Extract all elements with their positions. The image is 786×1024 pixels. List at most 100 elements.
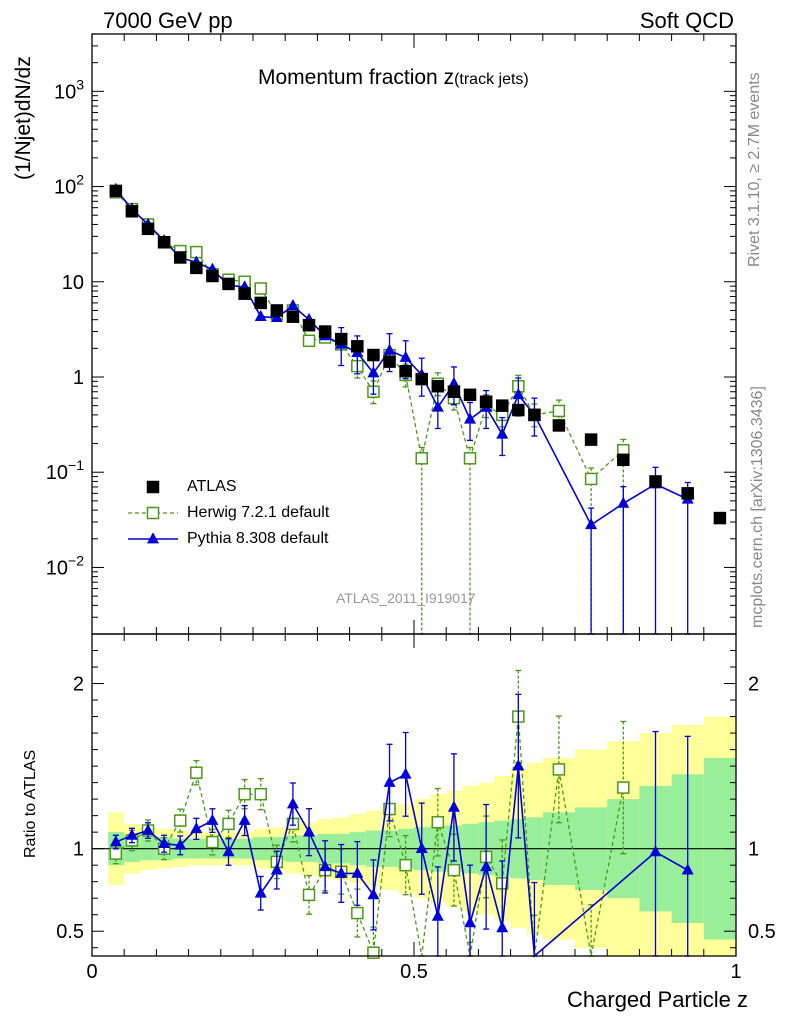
pythia-ratio-point [270, 863, 283, 875]
pythia-point [512, 388, 525, 400]
atlas-point [254, 296, 267, 310]
pythia-ratio-point [125, 828, 138, 840]
herwig-ratio-point [617, 781, 630, 794]
herwig-ratio-point [302, 888, 316, 902]
atlas-point [495, 399, 509, 412]
herwig-point [254, 282, 267, 295]
atlas-point [318, 325, 332, 338]
atlas-point [206, 269, 219, 283]
atlas-point [270, 304, 284, 317]
pythia-point [254, 309, 267, 321]
pythia-ratio-point [319, 860, 332, 872]
atlas-point [415, 372, 428, 386]
herwig-ratio-point [222, 817, 235, 831]
pythia-ratio-point [367, 888, 380, 900]
herwig-ratio-point [254, 787, 267, 801]
pythia-ratio-point [254, 886, 267, 898]
ratio-y-tick-label-right: 2 [748, 674, 759, 696]
herwig-ratio-point [190, 766, 203, 779]
herwig-point [463, 452, 477, 465]
legend [128, 480, 178, 544]
atlas-point [302, 318, 316, 332]
ratio-y-tick-label-right: 0.5 [748, 921, 776, 943]
herwig-ratio-point [351, 906, 364, 920]
atlas-point [238, 287, 251, 300]
chart-title-text: Momentum fraction [258, 66, 438, 89]
atlas-point [334, 332, 348, 346]
pythia-ratio-point [190, 822, 203, 834]
herwig-ratio-point [447, 863, 461, 877]
atlas-point [617, 453, 630, 467]
pythia-ratio-point [415, 841, 428, 853]
herwig-ratio-point [109, 847, 123, 860]
atlas-point [463, 388, 477, 402]
pythia-point [447, 376, 460, 389]
herwig-ratio-point [399, 858, 412, 872]
pythia-point [617, 496, 630, 508]
pythia-point [585, 518, 598, 530]
analysis-watermark: ATLAS_2011_I919017 [336, 590, 476, 606]
pythia-ratio-point [222, 845, 235, 857]
legend-atlas-marker [146, 480, 160, 494]
pythia-ratio-point [351, 866, 364, 878]
ratio-y-tick-label: 0.5 [56, 921, 84, 943]
chart-title-sub: (track jets) [454, 71, 529, 88]
legend-atlas-label: ATLAS [187, 478, 237, 495]
x-tick-label: 0.5 [400, 961, 428, 983]
ratio-y-tick-label: 2 [73, 674, 84, 696]
legend-pythia-label: Pythia 8.308 default [187, 530, 329, 547]
herwig-point [415, 452, 428, 465]
main-panel-marks [109, 182, 727, 635]
pythia-ratio-point [447, 800, 460, 812]
pythia-ratio-point [681, 863, 694, 875]
pythia-line [115, 189, 689, 527]
atlas-point [528, 408, 541, 422]
main-y-axis-label: (1/Njet)dN/dz [12, 56, 35, 180]
pythia-ratio-point [399, 767, 412, 779]
pythia-ratio-point [158, 836, 171, 849]
chart-title-var: z [443, 66, 455, 89]
atlas-point [286, 310, 300, 323]
legend-herwig-label: Herwig 7.2.1 default [187, 504, 330, 521]
mcplots-source-label: mcplots.cern.ch [arXiv:1306.3436] [749, 386, 766, 628]
pythia-point [383, 343, 396, 355]
pythia-ratio-point [496, 921, 509, 933]
atlas-point [584, 433, 598, 446]
pythia-ratio-point [464, 916, 477, 928]
herwig-ratio-point [552, 763, 566, 776]
chart-title: Momentum fraction z(track jets) [258, 66, 529, 90]
pythia-ratio-point [383, 775, 396, 787]
atlas-point [222, 277, 235, 291]
atlas-point [431, 379, 445, 393]
pythia-point [399, 350, 412, 362]
atlas-point [157, 236, 171, 249]
pythia-ratio-point [303, 825, 316, 837]
pythia-point [496, 427, 509, 439]
atlas-point [649, 475, 662, 488]
pythia-ratio-point [238, 813, 251, 825]
pythia-ratio-point [649, 845, 662, 857]
atlas-point [109, 184, 123, 198]
pythia-ratio-point [335, 866, 348, 878]
pythia-point [367, 366, 380, 378]
pythia-point [464, 412, 477, 424]
main-y-tick-label: 10−1 [46, 457, 84, 484]
atlas-point [141, 222, 155, 236]
legend-pythia-marker [147, 532, 159, 544]
pythia-ratio-point [174, 838, 187, 850]
main-y-tick-label: 10−2 [46, 552, 84, 579]
ratio-y-tick-label-right: 1 [748, 839, 759, 861]
atlas-point [383, 355, 396, 368]
legend-herwig-marker [146, 506, 160, 520]
pythia-ratio-point [480, 860, 493, 872]
herwig-ratio-point [173, 814, 187, 827]
pythia-ratio-point [142, 823, 155, 835]
atlas-point [351, 340, 364, 353]
pythia-point [286, 299, 299, 311]
x-tick-label: 1 [730, 961, 741, 983]
herwig-ratio-point [206, 835, 219, 849]
process-label: Soft QCD [639, 8, 734, 33]
x-tick-label: 0 [86, 961, 97, 983]
atlas-point [713, 511, 727, 525]
